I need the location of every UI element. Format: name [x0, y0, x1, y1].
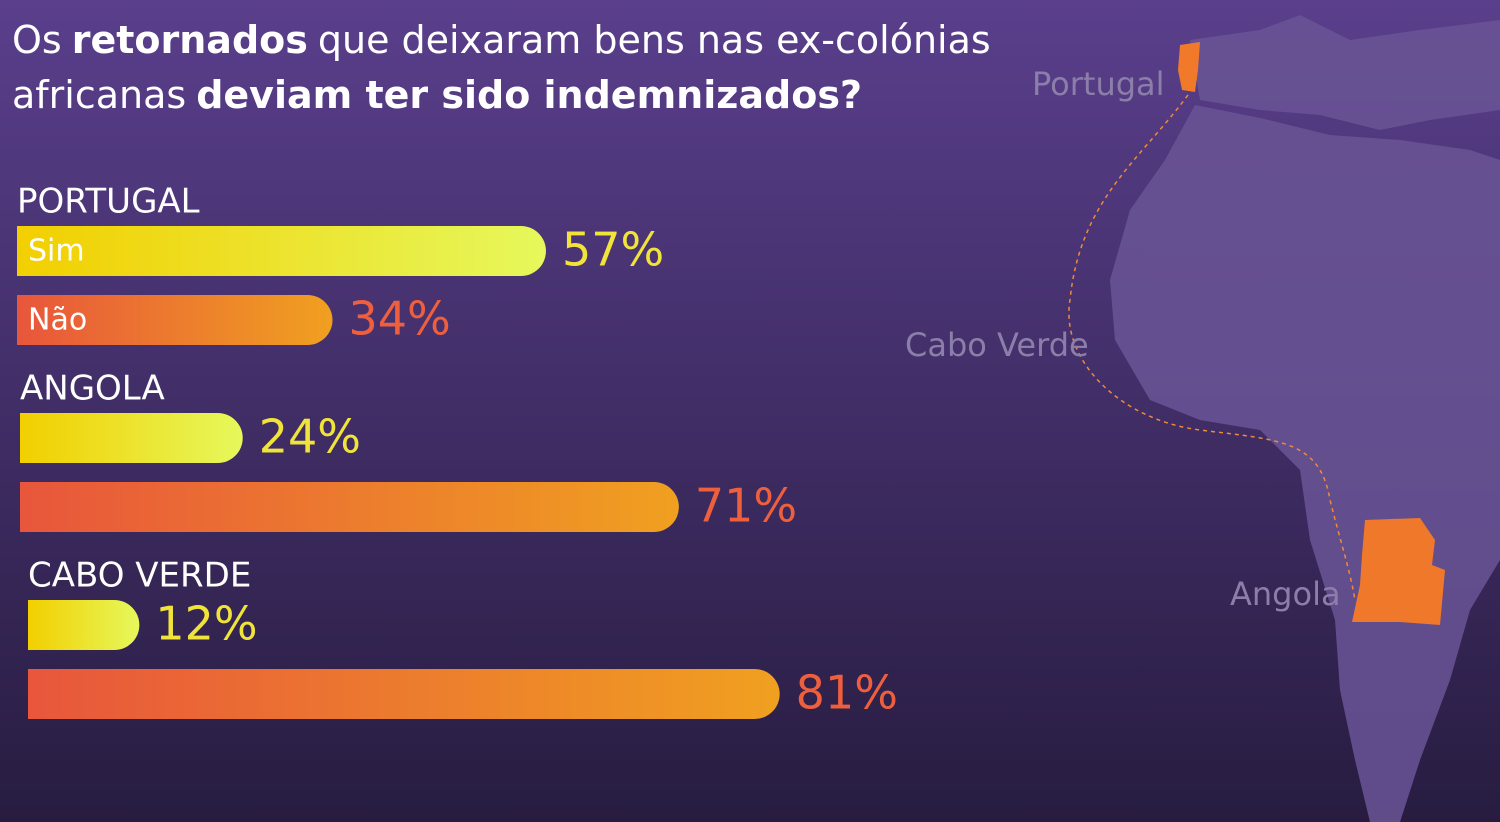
bar	[20, 482, 679, 532]
value-label: 12%	[155, 597, 257, 651]
legend-label: Sim	[28, 234, 85, 269]
title-segment: que deixaram bens nas ex-colónias	[318, 18, 991, 62]
value-label: 71%	[695, 479, 797, 533]
bar	[17, 226, 546, 276]
bar	[28, 600, 140, 650]
legend-label: Não	[28, 303, 87, 338]
map	[1110, 15, 1500, 822]
category-label: ANGOLA	[20, 369, 165, 409]
bars: PORTUGAL 57% Sim 34% Não ANGOLA 24% 71% CABO VER…	[17, 182, 898, 720]
category-label: PORTUGAL	[17, 182, 200, 222]
route	[1068, 94, 1356, 601]
map-label: Angola	[1230, 575, 1341, 613]
title-segment: deviam ter sido indemnizados?	[196, 73, 862, 117]
angola-shape	[1352, 518, 1445, 625]
title-segment: Os	[12, 18, 62, 62]
portugal-shape	[1178, 42, 1200, 92]
title-segment: retornados	[72, 18, 308, 62]
bar	[17, 295, 333, 345]
map-label: Portugal	[1032, 65, 1165, 103]
value-label: 57%	[562, 223, 664, 277]
title-line: Os retornados que deixaram bens nas ex-col…	[12, 18, 991, 62]
title: Os retornados que deixaram bens nas ex-col…	[12, 18, 991, 117]
value-label: 24%	[259, 410, 361, 464]
value-label: 81%	[796, 666, 898, 720]
map-labels: Portugal Cabo Verde Angola	[905, 65, 1341, 613]
title-segment: africanas	[12, 73, 186, 117]
bar	[20, 413, 243, 463]
value-label: 34%	[349, 292, 451, 346]
map-label: Cabo Verde	[905, 326, 1089, 364]
category-label: CABO VERDE	[28, 556, 251, 596]
title-line: africanas deviam ter sido indemnizados?	[12, 73, 862, 117]
bar	[28, 669, 780, 719]
